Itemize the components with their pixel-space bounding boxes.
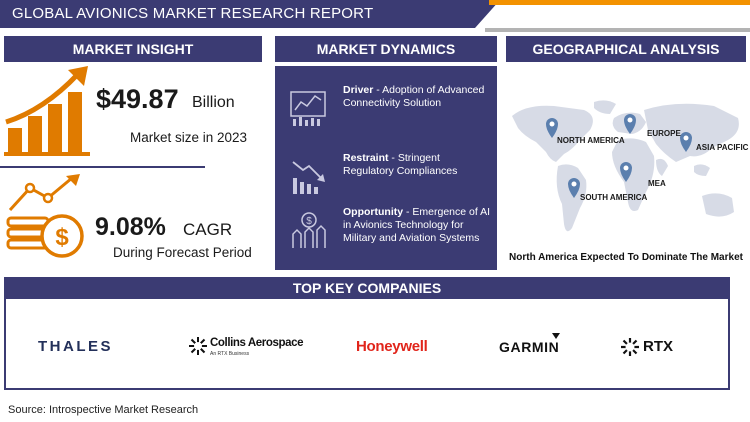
- top-key-companies-heading: TOP KEY COMPANIES: [6, 277, 728, 299]
- insight-divider: [0, 166, 205, 168]
- opportunity-label: Opportunity: [343, 206, 404, 218]
- region-south-america: SOUTH AMERICA: [580, 193, 648, 202]
- driver-text: Adoption of Advanced Connectivity Soluti…: [343, 84, 485, 109]
- market-dynamics-panel: Driver - Adoption of Advanced Connectivi…: [275, 66, 497, 270]
- collins-aerospace-logo: Collins Aerospace An RTX Business: [188, 334, 304, 360]
- honeywell-logo: Honeywell: [356, 338, 428, 355]
- rtx-emblem-icon: [621, 338, 639, 356]
- top-banner: GLOBAL AVIONICS MARKET RESEARCH REPORT: [0, 0, 750, 32]
- orange-accent-bar: [489, 0, 750, 5]
- location-pins: [546, 114, 692, 198]
- cagr-value: 9.08%: [95, 213, 166, 241]
- dashboard-icon: [290, 91, 326, 126]
- market-dynamics-heading: MARKET DYNAMICS: [275, 36, 497, 62]
- restraint-text: Stringent Regulatory Compliances: [343, 152, 458, 177]
- cagr-label: CAGR: [183, 220, 233, 239]
- source-note: Source: Introspective Market Research: [8, 404, 199, 416]
- region-asia-pacific: ASIA PACIFIC: [696, 143, 749, 152]
- garmin-triangle-icon: [552, 333, 560, 339]
- region-north-america: NORTH AMERICA: [557, 136, 625, 145]
- geography-caption: North America Expected To Dominate The M…: [509, 252, 743, 263]
- title-ribbon: [0, 0, 500, 28]
- dynamics-opportunity: $ Opportunity - Emergence of AI in Avion…: [275, 204, 497, 264]
- garmin-wordmark: GARMIN: [499, 339, 560, 355]
- market-size-value: $49.87: [96, 84, 179, 114]
- restraint-label: Restraint: [343, 152, 389, 164]
- collins-wordmark: Collins Aerospace: [210, 337, 304, 349]
- rtx-wordmark: RTX: [643, 338, 673, 355]
- market-size-unit: Billion: [192, 94, 235, 111]
- bar-growth-icon: [4, 66, 90, 156]
- svg-text:$: $: [55, 224, 69, 251]
- market-size-caption: Market size in 2023: [130, 130, 248, 145]
- declining-chart-icon: [292, 161, 325, 194]
- coins-growth-icon: $: [6, 174, 84, 258]
- region-mea: MEA: [648, 179, 666, 188]
- market-insight-heading: MARKET INSIGHT: [4, 36, 262, 62]
- driver-label: Driver: [343, 84, 374, 96]
- dynamics-restraint: Restraint - Stringent Regulatory Complia…: [275, 150, 497, 210]
- collins-subtitle: An RTX Business: [210, 351, 250, 357]
- region-europe: EUROPE: [647, 129, 681, 138]
- thales-logo: THALES: [38, 338, 113, 355]
- dynamics-driver: Driver - Adoption of Advanced Connectivi…: [275, 82, 497, 142]
- collins-emblem-icon: [189, 337, 207, 355]
- opportunity-text: Emergence of AI in Avionics Technology f…: [343, 206, 491, 244]
- geographical-analysis-heading: GEOGRAPHICAL ANALYSIS: [506, 36, 746, 62]
- opportunity-growth-icon: $: [292, 212, 326, 248]
- report-title: GLOBAL AVIONICS MARKET RESEARCH REPORT: [12, 5, 374, 22]
- rtx-logo: RTX: [620, 336, 680, 358]
- world-map: [512, 100, 739, 232]
- garmin-logo: GARMIN: [499, 333, 569, 357]
- gray-accent-bar: [485, 28, 750, 32]
- cagr-caption: During Forecast Period: [113, 245, 252, 260]
- svg-text:$: $: [306, 216, 312, 227]
